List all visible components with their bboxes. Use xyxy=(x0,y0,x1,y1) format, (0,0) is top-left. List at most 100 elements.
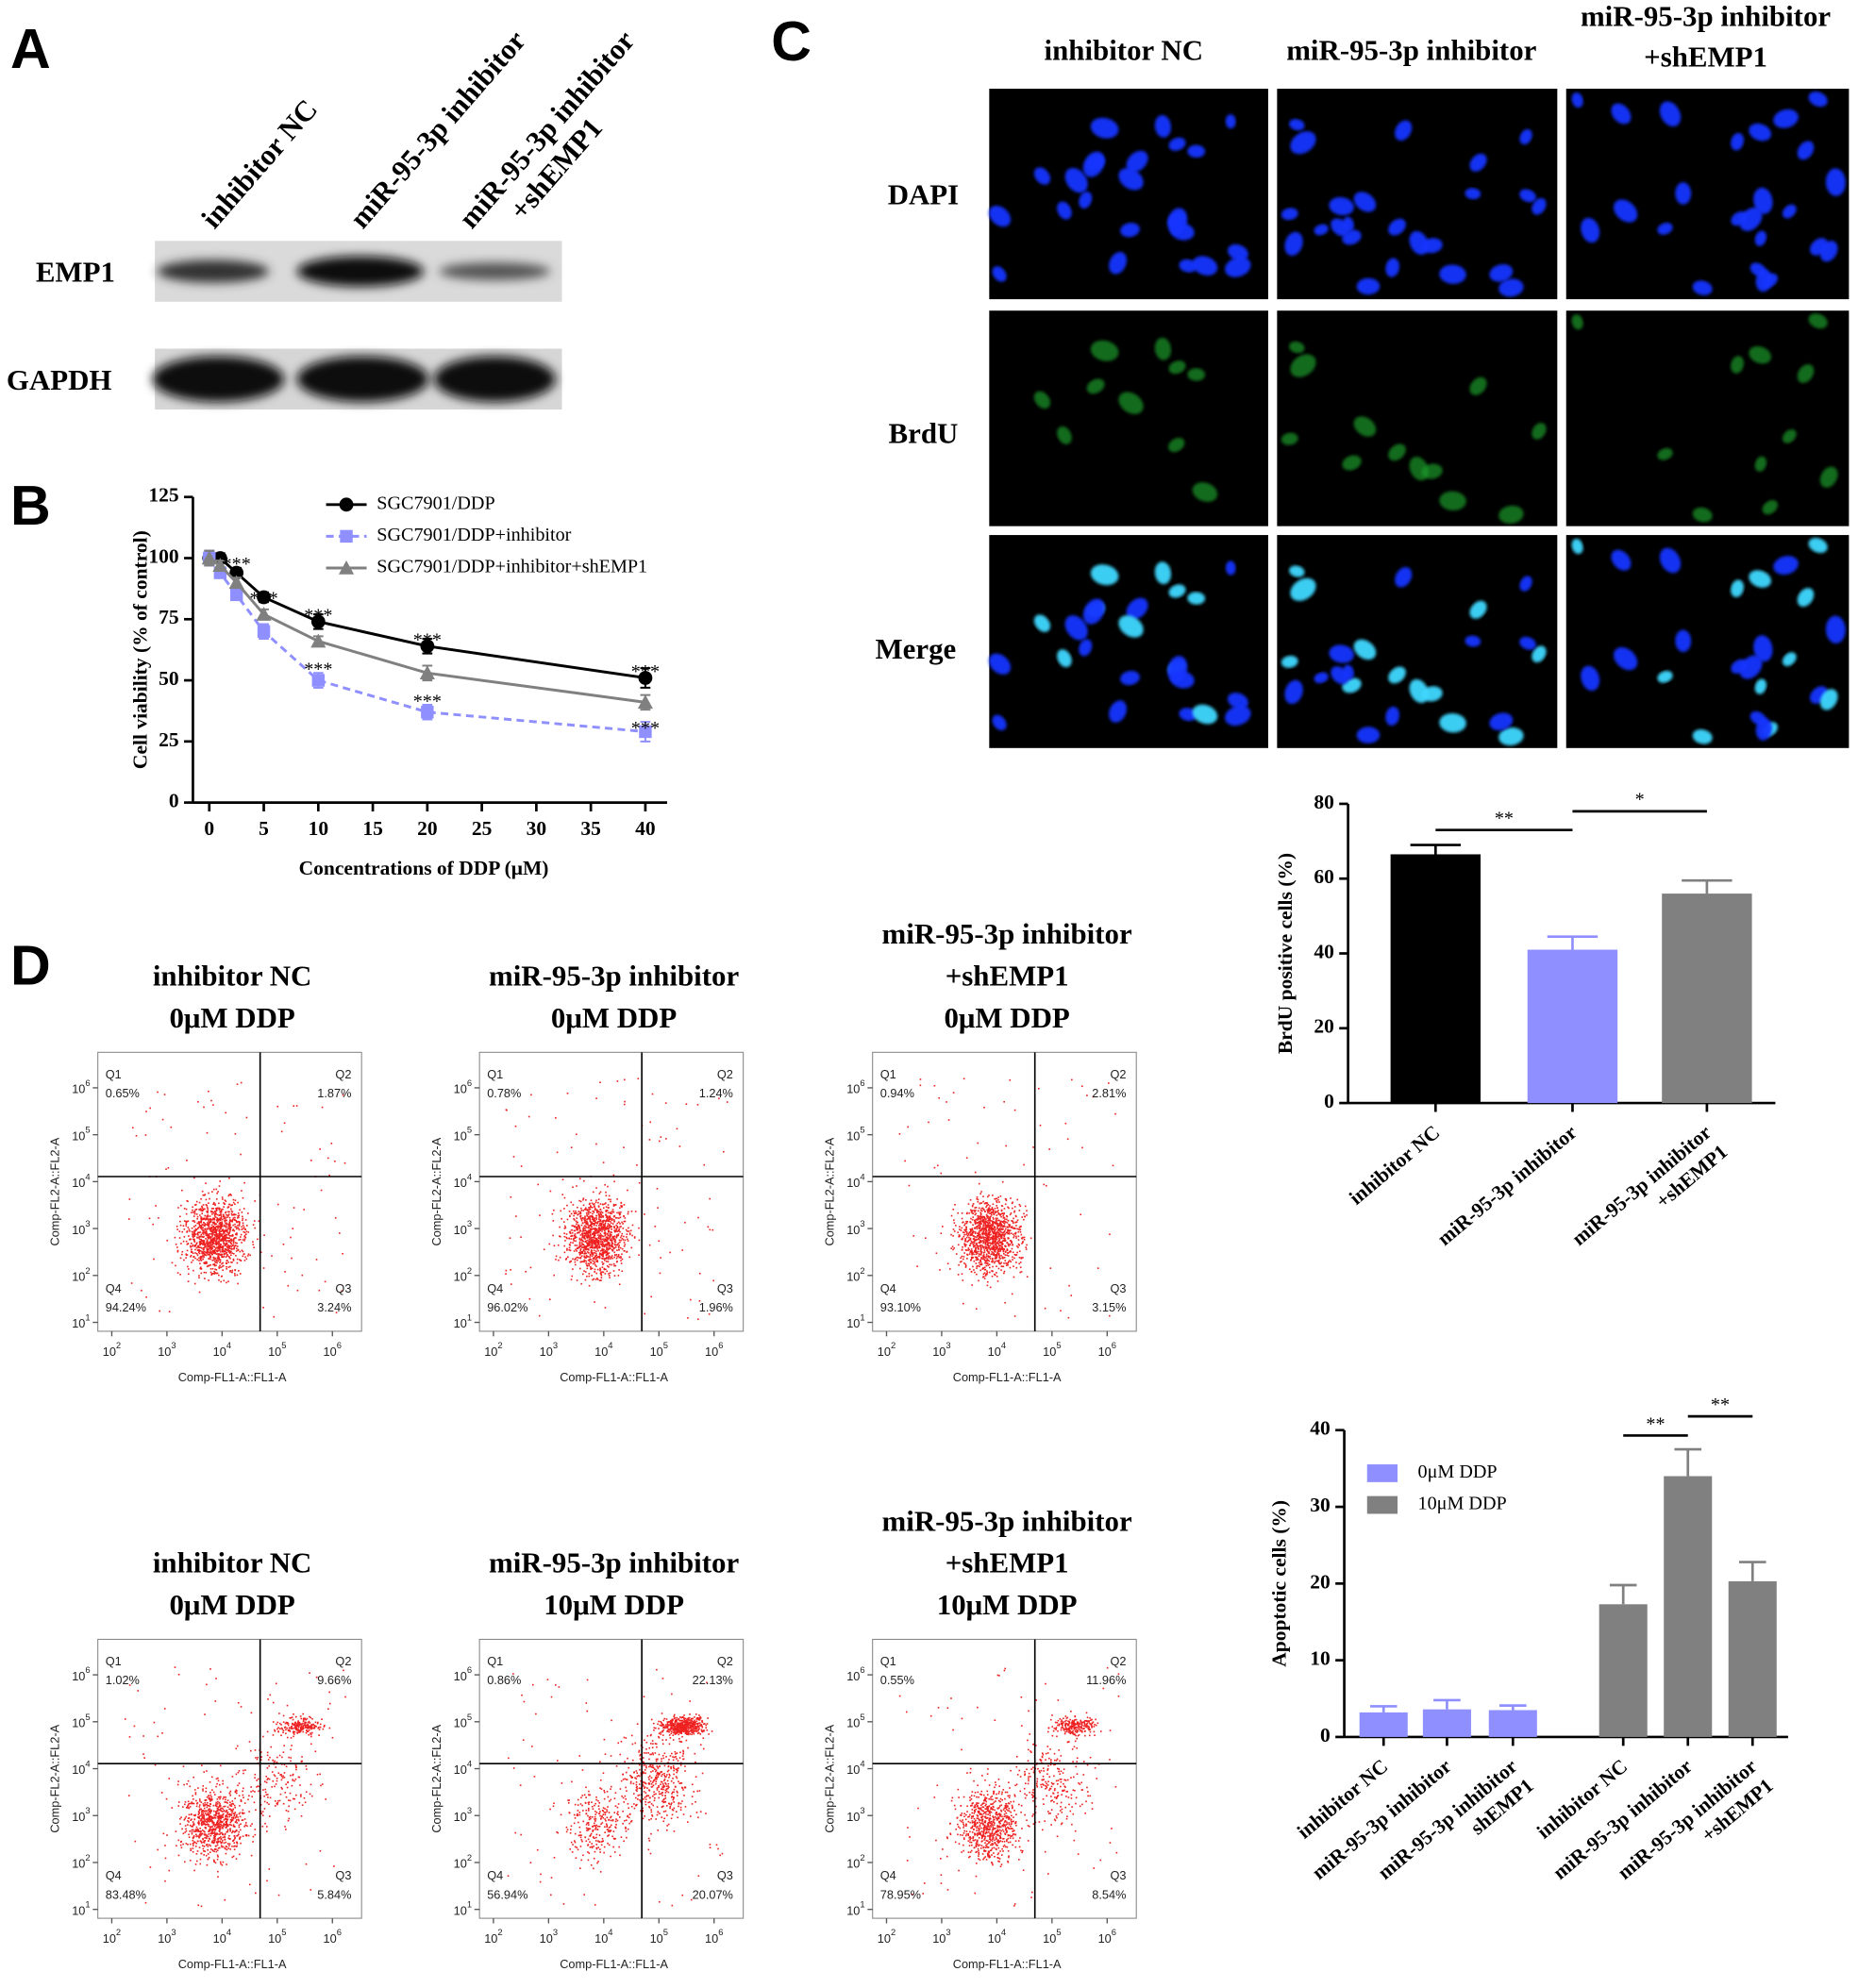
tick-exponent: 2 xyxy=(860,1265,864,1276)
event xyxy=(590,1249,593,1251)
event xyxy=(202,1804,205,1807)
event xyxy=(594,1243,597,1245)
event xyxy=(979,1228,980,1229)
event xyxy=(980,1251,983,1253)
event xyxy=(999,1248,1001,1251)
event xyxy=(204,1245,206,1247)
event xyxy=(1011,1293,1013,1295)
event xyxy=(202,1228,204,1230)
event xyxy=(240,1236,242,1238)
event xyxy=(217,1796,220,1798)
event xyxy=(290,1737,293,1739)
event xyxy=(293,1105,295,1107)
event xyxy=(206,1837,208,1840)
event xyxy=(334,1161,336,1162)
event xyxy=(229,1801,231,1804)
event xyxy=(209,1245,210,1246)
event xyxy=(538,1314,541,1317)
tick-base: 10 xyxy=(594,1345,608,1359)
event xyxy=(585,1234,587,1236)
nucleus xyxy=(1329,644,1354,663)
event xyxy=(314,1750,317,1753)
event xyxy=(200,1238,203,1241)
event xyxy=(573,1234,576,1237)
event xyxy=(965,1157,968,1160)
event xyxy=(211,1251,213,1253)
event xyxy=(217,1800,219,1803)
event xyxy=(206,1863,209,1866)
event xyxy=(1004,1218,1006,1220)
event xyxy=(294,1715,297,1718)
event xyxy=(598,1231,600,1233)
event xyxy=(227,1237,230,1240)
nucleus xyxy=(1753,635,1773,662)
flow-tick-label: 102 xyxy=(484,1341,502,1360)
event xyxy=(587,1247,590,1250)
event xyxy=(595,1222,597,1225)
event xyxy=(577,1256,578,1259)
event xyxy=(209,1780,211,1783)
event xyxy=(606,1217,609,1220)
event xyxy=(581,1239,584,1242)
event xyxy=(587,1245,589,1247)
event xyxy=(615,1254,618,1256)
event xyxy=(564,1225,566,1228)
nucleus xyxy=(1611,103,1632,125)
event xyxy=(637,1078,640,1080)
event xyxy=(607,1243,610,1245)
event xyxy=(648,1139,651,1141)
event xyxy=(993,1242,995,1244)
event xyxy=(218,1229,221,1232)
event xyxy=(606,1215,609,1217)
event xyxy=(996,1252,998,1255)
event xyxy=(228,1232,230,1235)
event xyxy=(598,1193,601,1194)
event xyxy=(580,1218,583,1221)
event xyxy=(220,1280,223,1283)
event xyxy=(555,1258,557,1261)
event xyxy=(211,1191,213,1193)
event xyxy=(195,1833,197,1836)
event xyxy=(198,1823,200,1826)
event xyxy=(1002,1256,1004,1259)
event xyxy=(1066,1138,1069,1141)
event xyxy=(569,1232,572,1234)
event xyxy=(985,1247,987,1249)
event xyxy=(553,1274,555,1277)
event xyxy=(574,1225,577,1228)
event xyxy=(1017,1235,1020,1238)
event xyxy=(590,1267,592,1270)
event xyxy=(595,1187,597,1189)
event xyxy=(202,1785,205,1787)
event xyxy=(980,1210,983,1212)
event xyxy=(221,1218,224,1221)
event xyxy=(1005,1228,1007,1230)
event xyxy=(1006,1222,1009,1224)
nucleus xyxy=(1782,429,1797,443)
event xyxy=(215,1233,218,1236)
event xyxy=(979,1212,982,1215)
event xyxy=(293,1797,294,1800)
event xyxy=(192,1231,194,1233)
event xyxy=(995,1217,997,1220)
event xyxy=(968,1239,970,1242)
event xyxy=(238,1214,241,1217)
event xyxy=(589,1211,592,1213)
event xyxy=(991,1236,993,1239)
event xyxy=(1003,1216,1006,1219)
event xyxy=(222,1797,225,1800)
event xyxy=(215,1249,218,1252)
event xyxy=(1012,1207,1013,1210)
event xyxy=(613,1256,615,1259)
event xyxy=(229,1269,231,1272)
event xyxy=(980,1236,982,1238)
event xyxy=(232,1816,235,1818)
event xyxy=(228,1231,231,1234)
event xyxy=(201,1251,204,1253)
event xyxy=(214,1257,216,1260)
event xyxy=(201,1240,204,1242)
event xyxy=(584,1220,587,1222)
event xyxy=(279,1793,282,1796)
event xyxy=(621,1247,624,1250)
event xyxy=(181,1253,183,1256)
